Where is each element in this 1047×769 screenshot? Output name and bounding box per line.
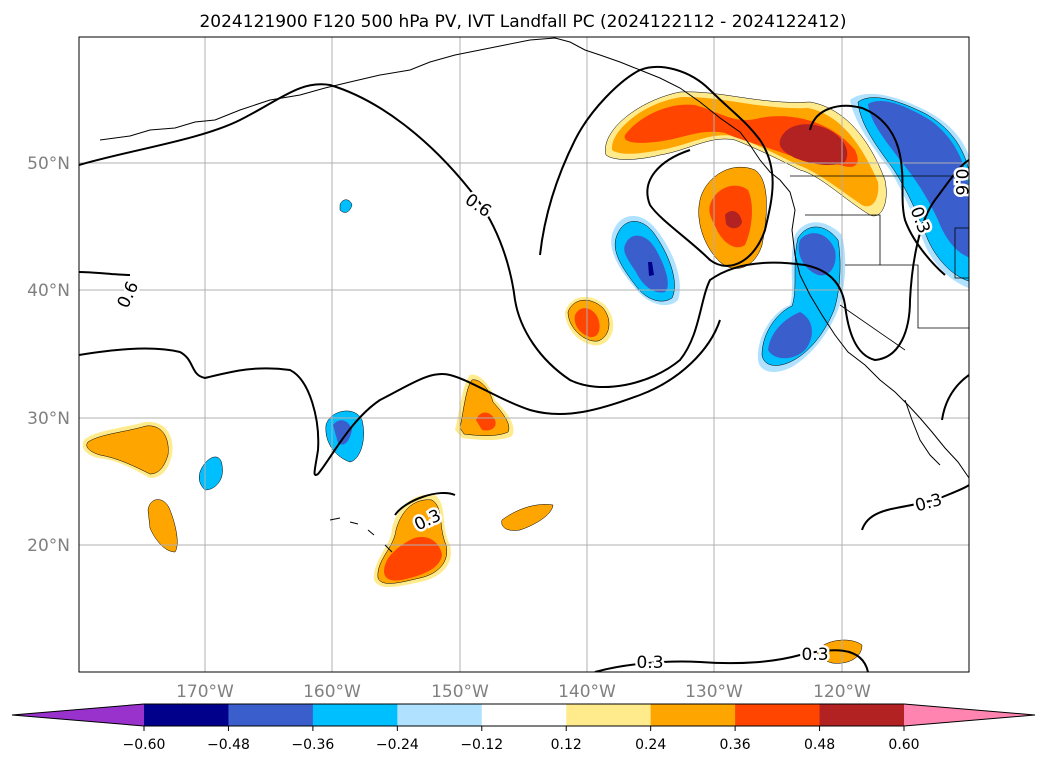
lon-label: 150°W	[431, 682, 489, 702]
lat-label: 30°N	[27, 409, 70, 429]
lon-label: 160°W	[303, 682, 361, 702]
colorbar-bin	[144, 704, 229, 726]
colorbar: −0.60 −0.48 −0.36 −0.24 −0.12 0.12 0.24 0.36 0.4…	[11, 703, 1036, 753]
negative-anomaly-offshore-blue	[624, 235, 668, 293]
negative-anomaly-west-1-blue	[333, 420, 352, 445]
colorbar-bin	[228, 704, 314, 726]
contour-0.6-right	[809, 104, 946, 276]
baja-coast	[904, 399, 941, 466]
colorbar-tick-label: 0.12	[551, 737, 582, 753]
negative-anomaly-california-blue	[768, 233, 836, 359]
lat-label: 20°N	[27, 536, 70, 556]
contour-0.6-west	[79, 271, 721, 476]
contour-0.3-south	[394, 491, 869, 672]
state-borders	[805, 214, 969, 351]
positive-anomaly-sw-1-orange	[86, 425, 169, 475]
coastlines	[99, 37, 969, 553]
contour-label: 0.3	[801, 645, 828, 665]
positive-anomaly-gulf-alaska-darkred	[779, 124, 848, 165]
positive-anomaly-30n-red	[476, 412, 496, 431]
colorbar-tick-label: 0.36	[720, 737, 751, 753]
contour-0.3-east	[861, 374, 969, 531]
contour-label: 0.6	[951, 168, 971, 195]
colorbar-tick-label: −0.12	[460, 737, 503, 753]
lon-label: 170°W	[176, 682, 234, 702]
colorbar-tick-label: −0.48	[207, 737, 250, 753]
lon-label: 130°W	[685, 682, 743, 702]
colorbar-bin	[481, 704, 567, 726]
pv-contours	[79, 65, 969, 672]
colorbar-bin	[819, 704, 905, 726]
lat-label: 50°N	[27, 154, 70, 174]
contour-0.6-main	[79, 83, 969, 389]
positive-anomaly-hawaii-red	[384, 536, 442, 581]
colorbar-bin	[650, 704, 736, 726]
colorbar-tick-label: −0.24	[376, 737, 419, 753]
political-borders	[790, 175, 969, 351]
positive-anomaly-30n-orange	[459, 379, 510, 436]
negative-anomaly-offshore-navy	[648, 262, 654, 276]
contour-0.6-loop	[539, 65, 774, 267]
colorbar-tick-label: 0.60	[888, 737, 919, 753]
colorbar-tick-label: −0.36	[291, 737, 334, 753]
colorbar-over-extension	[904, 704, 1035, 726]
latitude-labels: 20°N 30°N 40°N 50°N	[27, 154, 70, 556]
island-1	[329, 517, 393, 553]
colorbar-under-extension	[12, 704, 144, 726]
colorbar-tick-label: 0.24	[635, 737, 666, 753]
map-title: 2024121900 F120 500 hPa PV, IVT Landfall…	[199, 12, 846, 32]
colorbar-bin	[735, 704, 821, 726]
negative-anomaly-interior-blue	[868, 101, 969, 258]
graticule	[79, 37, 969, 672]
colorbar-tick-label: −0.60	[123, 737, 166, 753]
lon-label: 140°W	[558, 682, 616, 702]
colorbar-tick-label: 0.48	[804, 737, 835, 753]
colorbar-bin	[312, 704, 398, 726]
positive-anomaly-south	[817, 639, 863, 664]
longitude-labels: 170°W 160°W 150°W 140°W 130°W 120°W	[176, 682, 871, 702]
contour-label: 0.3	[636, 653, 663, 673]
positive-anomaly-pacnw-darkred	[725, 210, 742, 229]
positive-anomaly-sw-2	[147, 499, 178, 553]
map-frame	[78, 36, 970, 673]
positive-anomaly-sw-3	[501, 504, 554, 531]
lon-label: 120°W	[813, 682, 871, 702]
colorbar-bin	[566, 704, 652, 726]
colorbar-bin	[397, 704, 483, 726]
lat-label: 40°N	[27, 281, 70, 301]
alaska-coast	[99, 37, 969, 479]
negative-anomaly-west-3	[339, 199, 353, 213]
